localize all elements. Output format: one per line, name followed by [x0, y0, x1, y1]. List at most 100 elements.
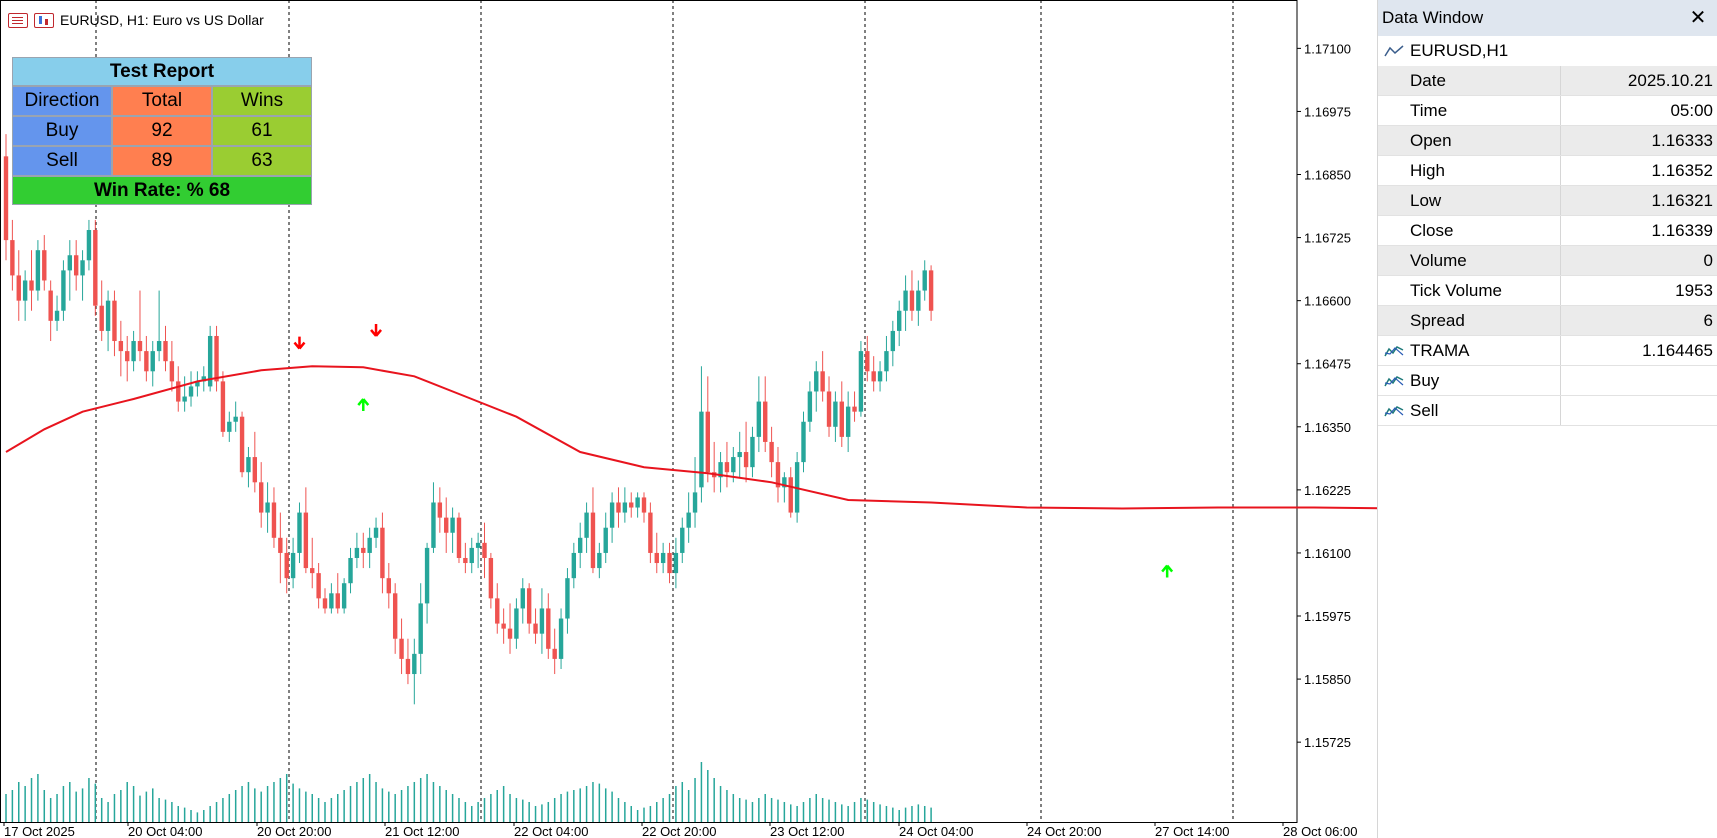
candle-body — [865, 351, 870, 372]
time-label: 17 Oct 2025 — [4, 824, 75, 838]
data-row-value: 6 — [1703, 310, 1713, 330]
candle-body — [763, 401, 768, 442]
candle-body — [361, 547, 366, 553]
candle-body — [533, 623, 538, 634]
chart-list-icon[interactable] — [8, 12, 28, 28]
candle-body — [265, 502, 270, 513]
candle-body — [858, 351, 864, 412]
candle-body — [788, 477, 793, 513]
candle-body — [137, 341, 143, 352]
trama-line — [5, 365, 1380, 510]
candle-body — [214, 335, 219, 382]
candle-body — [667, 552, 672, 574]
data-row-label: Volume — [1378, 246, 1561, 275]
data-window-rows: Date 2025.10.21 Time 05:00 Open 1.16333 High 1.… — [1378, 66, 1717, 426]
data-row-label: Tick Volume — [1378, 276, 1561, 305]
price-label: 1.16850 — [1304, 168, 1351, 183]
data-row-label-text: Date — [1410, 70, 1446, 90]
candle-body — [182, 396, 187, 402]
candle-body — [839, 401, 844, 437]
data-row-value — [1561, 366, 1717, 395]
candle-body — [297, 512, 302, 553]
candle-body — [125, 351, 130, 362]
data-row-high: High 1.16352 — [1378, 156, 1717, 186]
candle-body — [845, 406, 851, 437]
candle-body — [635, 497, 640, 508]
candle-body — [756, 401, 762, 437]
data-row-value: 1.164465 — [1642, 340, 1713, 360]
candle-body — [48, 290, 53, 321]
data-row-value: 1953 — [1675, 280, 1713, 300]
candle-body — [246, 457, 251, 473]
candle-body — [686, 512, 691, 528]
data-window-title: Data Window — [1382, 8, 1484, 27]
data-row-label-text: Volume — [1410, 250, 1467, 270]
data-window-panel: Data Window ✕ EURUSD,H1 Date 2025.10.21 Ti… — [1377, 0, 1717, 838]
candle-body — [871, 371, 876, 382]
data-row-label: Low — [1378, 186, 1561, 215]
data-row-label: High — [1378, 156, 1561, 185]
candle-body — [890, 330, 896, 352]
price-label: 1.16100 — [1304, 546, 1351, 561]
indicator-icon — [1384, 346, 1404, 357]
close-icon[interactable]: ✕ — [1689, 7, 1707, 29]
data-row-label-text: Buy — [1410, 370, 1440, 390]
candle-body — [118, 341, 124, 352]
candle-body — [928, 270, 934, 311]
data-row-buy: Buy — [1378, 366, 1717, 396]
candle-body — [144, 351, 149, 372]
candle-body — [897, 310, 902, 331]
data-row-value: 1.16321 — [1651, 190, 1713, 210]
candle-body — [578, 537, 583, 553]
data-row-value: 0 — [1703, 250, 1713, 270]
candle-body — [456, 517, 462, 558]
candle-body — [348, 557, 353, 584]
candle-body — [807, 391, 813, 422]
candle-body — [769, 441, 774, 463]
candle-body — [916, 290, 921, 311]
candle-body — [322, 598, 328, 609]
data-row-volume: Volume 0 — [1378, 246, 1717, 276]
candle-body — [692, 492, 698, 513]
price-chart[interactable]: 1.17100 1.16975 1.16850 1.16725 1.16600 1.164… — [0, 0, 1380, 838]
candle-body — [35, 250, 41, 291]
time-label: 24 Oct 04:00 — [899, 824, 973, 838]
candle-body — [571, 552, 577, 579]
price-label: 1.16725 — [1304, 231, 1351, 246]
candle-body — [405, 658, 411, 675]
data-row-time: Time 05:00 — [1378, 96, 1717, 126]
data-row-label: Date — [1378, 66, 1561, 95]
candle-body — [176, 381, 181, 402]
candle-body — [354, 547, 360, 558]
total-cell: 92 — [112, 116, 212, 146]
candle-body — [699, 411, 704, 488]
direction-cell: Buy — [12, 116, 112, 146]
data-window-symbol[interactable]: EURUSD,H1 — [1378, 36, 1717, 66]
indicator-icon — [1384, 376, 1404, 387]
time-label: 23 Oct 12:00 — [770, 824, 844, 838]
candle-body — [335, 593, 340, 609]
report-row-buy: Buy 92 61 — [12, 116, 312, 146]
win-rate: Win Rate: % 68 — [12, 176, 312, 205]
candle-body — [463, 557, 468, 564]
candle-body — [884, 351, 889, 372]
chart-canvas[interactable]: 1.17100 1.16975 1.16850 1.16725 1.16600 1.164… — [0, 0, 1380, 838]
price-label: 1.16600 — [1304, 294, 1351, 309]
candle-body — [310, 568, 315, 574]
candle-body — [616, 502, 621, 513]
candle-body — [233, 416, 238, 422]
data-row-value: 1.16339 — [1651, 220, 1713, 240]
sell-arrow-icon — [370, 323, 383, 337]
price-label: 1.15850 — [1304, 672, 1351, 687]
data-row-label-text: Spread — [1410, 310, 1465, 330]
candle-body — [112, 300, 117, 342]
buy-arrow-icon — [1161, 564, 1174, 578]
candle-body — [54, 310, 60, 321]
candle-body — [590, 512, 596, 569]
wins-cell: 61 — [212, 116, 312, 146]
chart-type-icon[interactable] — [34, 12, 54, 28]
data-row-label-text: Close — [1410, 220, 1454, 240]
time-label: 20 Oct 04:00 — [128, 824, 202, 838]
candle-body — [386, 578, 391, 594]
